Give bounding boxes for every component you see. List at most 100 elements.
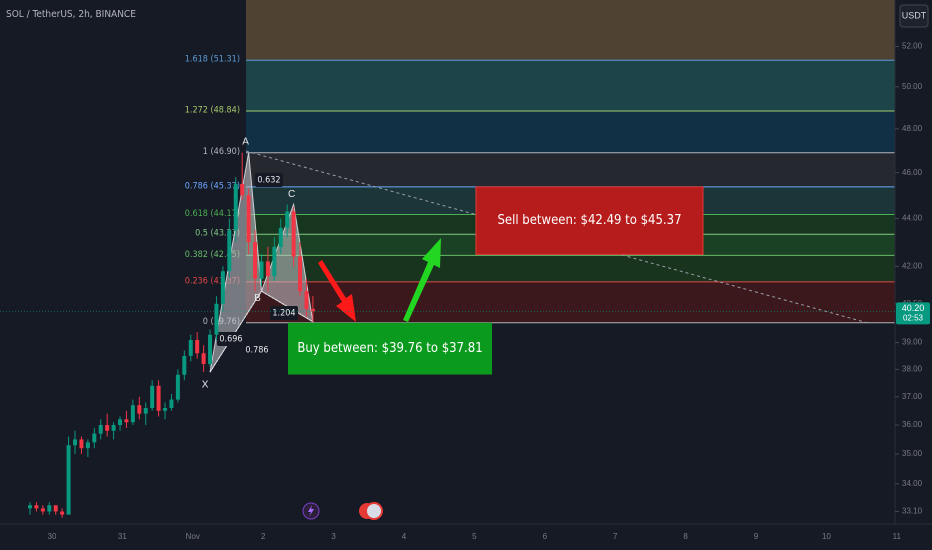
up-arrow [403, 238, 441, 322]
pattern-point-label: X [202, 380, 209, 391]
candle-body [253, 242, 258, 279]
candle-body [272, 246, 277, 277]
fib-band [246, 110, 895, 153]
candle-body [175, 374, 180, 400]
candle-body [188, 339, 193, 356]
ratio-box [243, 343, 271, 357]
ratio-label: 1.204 [272, 309, 295, 319]
y-tick-label: 39.00 [902, 338, 923, 347]
x-tick-label: 2 [261, 532, 266, 541]
candle-body [92, 433, 97, 443]
candle-body [85, 442, 90, 449]
x-tick-label: 3 [331, 532, 336, 541]
y-tick-label: 42.00 [902, 261, 923, 270]
candle-body [66, 445, 71, 515]
candle-body [278, 227, 283, 247]
candle-body [28, 505, 32, 509]
candle-body [47, 505, 52, 512]
countdown: 02:53 [903, 314, 924, 323]
y-tick-label: 38.00 [902, 364, 923, 373]
candle-body [310, 308, 315, 312]
fib-band [246, 60, 895, 111]
fib-band [246, 255, 895, 282]
candle-body [156, 385, 161, 411]
candle-body [214, 303, 219, 335]
y-tick-label: 48.00 [902, 124, 923, 133]
annotation-box [475, 186, 704, 255]
down-arrow [318, 260, 356, 322]
annotation-box [288, 322, 492, 375]
candle-body [143, 408, 148, 414]
fib-label: 0.786 (45.37) [185, 181, 240, 191]
candle-body [227, 230, 232, 272]
y-tick-label: 44.00 [902, 214, 923, 223]
time-ticks: 30 31 Nov 2 3 4 5 6 7 8 9 10 11 [48, 532, 902, 541]
currency-label[interactable]: USDT [902, 10, 927, 20]
candle-body [98, 425, 103, 434]
candle-body [208, 334, 213, 364]
fib-label: 0.382 (42.45) [185, 250, 240, 260]
y-tick-label: 37.00 [902, 392, 923, 401]
candle-body [130, 405, 135, 423]
fib-label: 0.618 (44.17) [185, 209, 240, 219]
candle-body [182, 355, 187, 375]
y-tick-label: 52.00 [902, 42, 923, 51]
candle-body [220, 271, 225, 304]
candle-body [79, 439, 84, 449]
candle-body [53, 505, 58, 512]
flag-icon[interactable] [365, 502, 383, 520]
x-tick-label: Nov [186, 532, 200, 541]
ratio-label: 0.786 [245, 346, 268, 356]
fib-band [246, 152, 895, 187]
candle-body [105, 425, 110, 431]
pattern-point-label: C [288, 189, 295, 200]
fib-bands: 1.618 (51.31) 1.272 (48.84) 1 (46.90) 0.786… [185, 0, 895, 327]
ratio-box [217, 332, 245, 346]
fib-label: 1.272 (48.84) [185, 105, 240, 115]
x-tick-label: 10 [822, 532, 831, 541]
y-tick-label: 34.00 [902, 479, 923, 488]
candle-body [246, 195, 251, 243]
x-tick-label: 30 [48, 532, 57, 541]
fib-label: 0.5 (43.33) [195, 229, 240, 239]
y-tick-label: 46.00 [902, 168, 923, 177]
candle-body [291, 211, 296, 257]
price-axis [895, 0, 932, 524]
pattern-point-label: A [242, 136, 249, 147]
x-tick-label: 7 [613, 532, 618, 541]
currency-button[interactable] [899, 4, 929, 28]
event-icon-glyph [308, 505, 314, 517]
fib-label: 1.618 (51.31) [185, 55, 240, 65]
candle-body [298, 256, 303, 292]
candle-body [195, 339, 200, 354]
last-price-box [896, 302, 930, 325]
fib-label: 1 (46.90) [203, 147, 240, 157]
y-tick-label: 50.00 [902, 82, 923, 91]
ratio-box [255, 173, 283, 187]
x-tick-label: 6 [543, 532, 548, 541]
candle-body [304, 291, 309, 309]
candle-body [40, 508, 45, 512]
candle-body [60, 511, 65, 515]
x-tick-label: 11 [893, 532, 902, 541]
candle-body [111, 425, 116, 431]
candle-body [124, 419, 129, 423]
annotation-text: Buy between: $39.76 to $37.81 [297, 341, 482, 356]
candle-body [265, 261, 270, 277]
y-tick-label: 36.00 [902, 420, 923, 429]
x-tick-label: 31 [118, 532, 127, 541]
candle-body [233, 183, 238, 231]
candle-body [34, 505, 39, 509]
price-ticks: 52.0050.0048.0046.0044.0042.0040.5039.00… [895, 42, 923, 516]
annotations: Sell between: $42.49 to $45.37 Buy betwee… [288, 186, 704, 375]
y-tick-label: 33.10 [902, 507, 923, 516]
candle-body [73, 439, 78, 446]
ratio-label: 0.696 [219, 335, 242, 345]
x-tick-label: 9 [754, 532, 759, 541]
candle-body [285, 211, 290, 228]
x-tick-label: 8 [683, 532, 688, 541]
candles [28, 152, 315, 518]
